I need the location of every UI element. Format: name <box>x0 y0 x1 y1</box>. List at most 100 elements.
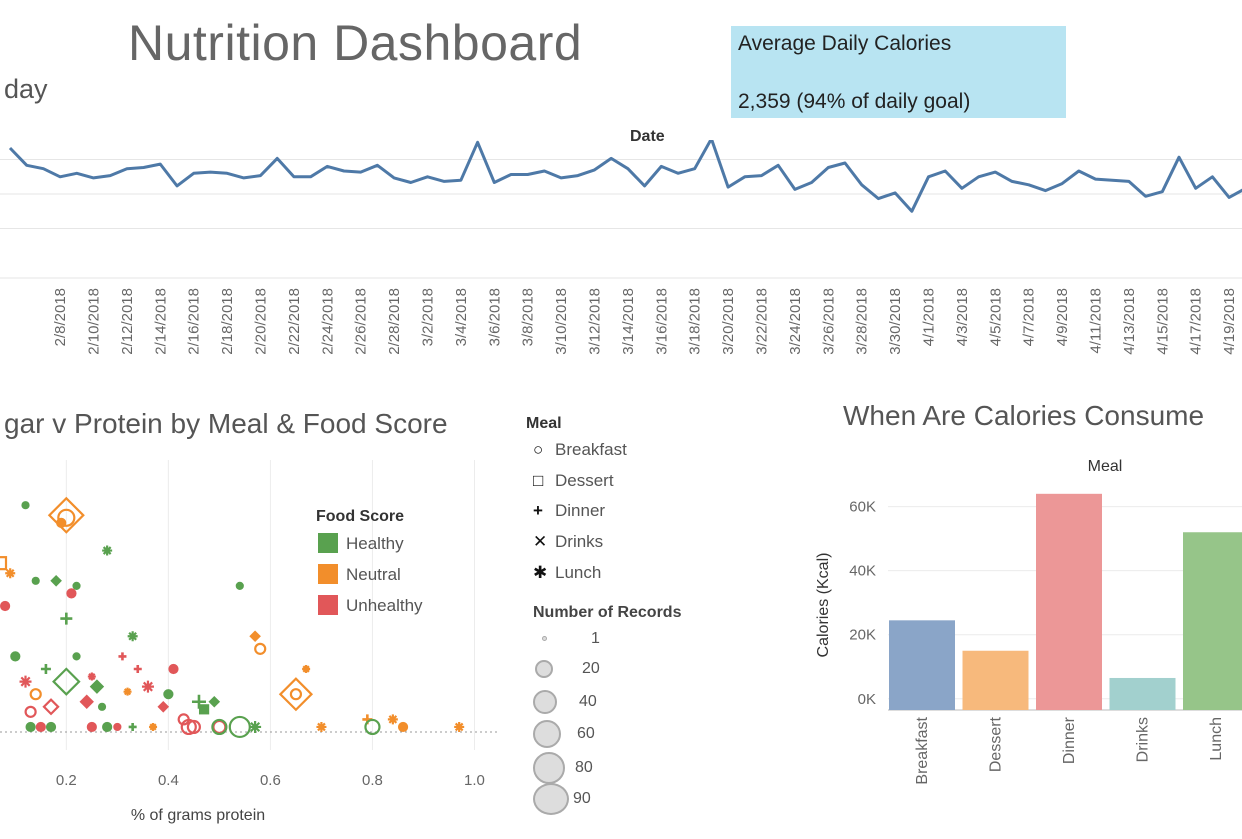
scatter-point[interactable] <box>168 663 179 675</box>
scatter-point[interactable] <box>127 631 138 642</box>
bar-dessert[interactable] <box>962 650 1029 710</box>
legend-label: 60 <box>577 725 595 743</box>
scatter-point[interactable] <box>79 694 94 709</box>
scatter-point[interactable] <box>45 721 57 733</box>
scatter-point[interactable] <box>35 721 46 733</box>
kpi-value: 2,359 (94% of daily goal) <box>738 90 971 113</box>
legend-item-healthy[interactable]: Healthy <box>318 533 404 554</box>
scatter-point[interactable] <box>387 714 398 725</box>
legend-item-dinner[interactable]: + Dinner <box>533 501 605 521</box>
scatter-point[interactable] <box>186 719 201 735</box>
scatter-point[interactable] <box>24 705 37 718</box>
scatter-point[interactable] <box>89 679 105 694</box>
scatter-point[interactable] <box>87 672 96 681</box>
scatter-point[interactable] <box>180 718 197 736</box>
scatter-point[interactable] <box>57 508 76 527</box>
legend-item-neutral[interactable]: Neutral <box>318 564 401 585</box>
date-tick-label: 3/16/2018 <box>653 288 670 355</box>
scatter-point[interactable] <box>10 651 21 662</box>
scatter-point[interactable] <box>133 665 142 673</box>
scatter-point[interactable] <box>86 721 97 733</box>
scatter-point[interactable] <box>0 556 8 571</box>
records-size-80[interactable]: 80 <box>533 752 593 784</box>
scatter-point[interactable] <box>249 720 262 733</box>
legend-item-unhealthy[interactable]: Unhealthy <box>318 595 423 616</box>
scatter-point[interactable] <box>316 721 327 732</box>
scatter-point[interactable] <box>123 687 132 696</box>
scatter-point[interactable] <box>302 665 311 673</box>
records-size-1[interactable]: 1 <box>533 630 600 648</box>
scatter-point[interactable] <box>364 718 381 736</box>
scatter-point[interactable] <box>113 722 122 732</box>
scatter-point[interactable] <box>228 715 251 739</box>
bar-breakfast[interactable] <box>889 620 955 710</box>
date-tick-label: 4/19/2018 <box>1221 288 1238 355</box>
scatter-point[interactable] <box>289 688 303 701</box>
scatter-point[interactable] <box>254 642 267 655</box>
legend-item-dessert[interactable]: □ Dessert <box>533 471 614 491</box>
scatter-point[interactable] <box>40 664 51 674</box>
scatter-point[interactable] <box>208 695 221 708</box>
scatter-point[interactable] <box>21 501 30 510</box>
scatter-point[interactable] <box>454 721 465 732</box>
calories-by-meal-bar-chart: Meal Calories (Kcal) 0K 20K 40K 60K Breakfa… <box>815 458 1242 785</box>
scatter-point[interactable] <box>47 496 85 534</box>
legend-item-breakfast[interactable]: ○ Breakfast <box>533 440 627 460</box>
date-axis-ticks: 2/8/2018 2/10/2018 2/12/2018 2/14/2018 2/16/… <box>52 288 1238 355</box>
food-score-legend-title: Food Score <box>316 508 405 525</box>
bar-lunch[interactable] <box>1183 532 1242 710</box>
scatter-point[interactable] <box>211 718 228 736</box>
legend-item-drinks[interactable]: ✕ Drinks <box>533 532 603 552</box>
scatter-point[interactable] <box>5 568 16 579</box>
scatter-point[interactable] <box>198 704 210 715</box>
size-marker <box>533 720 561 748</box>
scatter-point[interactable] <box>235 581 244 590</box>
scatter-point[interactable] <box>25 721 36 733</box>
date-tick-label: 4/13/2018 <box>1121 288 1138 355</box>
bar-y-tick-label: 40K <box>849 563 876 580</box>
scatter-point[interactable] <box>19 675 32 688</box>
records-size-20[interactable]: 20 <box>533 660 600 678</box>
scatter-point[interactable] <box>0 600 11 612</box>
scatter-point[interactable] <box>278 677 314 712</box>
meal-column-header: Meal <box>1088 458 1123 475</box>
scatter-point[interactable] <box>60 612 73 625</box>
scatter-point[interactable] <box>141 680 154 693</box>
bar-drinks[interactable] <box>1109 677 1176 710</box>
records-size-90[interactable]: 90 <box>533 783 591 815</box>
scatter-point[interactable] <box>157 701 170 713</box>
bar-dinner[interactable] <box>1036 493 1102 710</box>
date-tick-label: 2/16/2018 <box>186 288 203 355</box>
scatter-point[interactable] <box>149 722 158 731</box>
scatter-point[interactable] <box>191 694 206 709</box>
scatter-point[interactable] <box>118 652 127 661</box>
bar-y-axis-label: Calories (Kcal) <box>815 553 832 658</box>
scatter-point[interactable] <box>29 688 42 701</box>
legend-item-lunch[interactable]: ✱ Lunch <box>533 563 601 583</box>
sugar-protein-scatter-chart: 0.2 0.4 0.6 0.8 1.0 % of grams protein <box>0 460 500 824</box>
scatter-point[interactable] <box>102 545 113 556</box>
scatter-point[interactable] <box>249 630 261 643</box>
scatter-point[interactable] <box>397 721 409 733</box>
scatter-point[interactable] <box>97 702 107 711</box>
size-marker <box>533 630 555 648</box>
scatter-point[interactable] <box>52 667 81 696</box>
scatter-point[interactable] <box>31 576 40 585</box>
date-tick-label: 4/9/2018 <box>1054 288 1071 346</box>
date-tick-label: 3/14/2018 <box>620 288 637 355</box>
daily-calories-series-line[interactable] <box>8 140 1242 213</box>
scatter-point[interactable] <box>163 689 174 700</box>
scatter-point[interactable] <box>66 588 77 599</box>
scatter-point[interactable] <box>50 575 62 587</box>
scatter-point[interactable] <box>72 652 81 661</box>
records-size-40[interactable]: 40 <box>533 690 597 714</box>
date-tick-label: 4/11/2018 <box>1088 288 1105 354</box>
date-tick-label: 4/17/2018 <box>1188 288 1205 355</box>
scatter-point[interactable] <box>72 581 81 590</box>
unhealthy-swatch <box>318 595 338 615</box>
date-tick-label: 4/5/2018 <box>987 288 1004 346</box>
scatter-point[interactable] <box>102 721 113 733</box>
records-size-60[interactable]: 60 <box>533 720 595 748</box>
scatter-point[interactable] <box>42 698 60 716</box>
scatter-point[interactable] <box>128 722 137 731</box>
